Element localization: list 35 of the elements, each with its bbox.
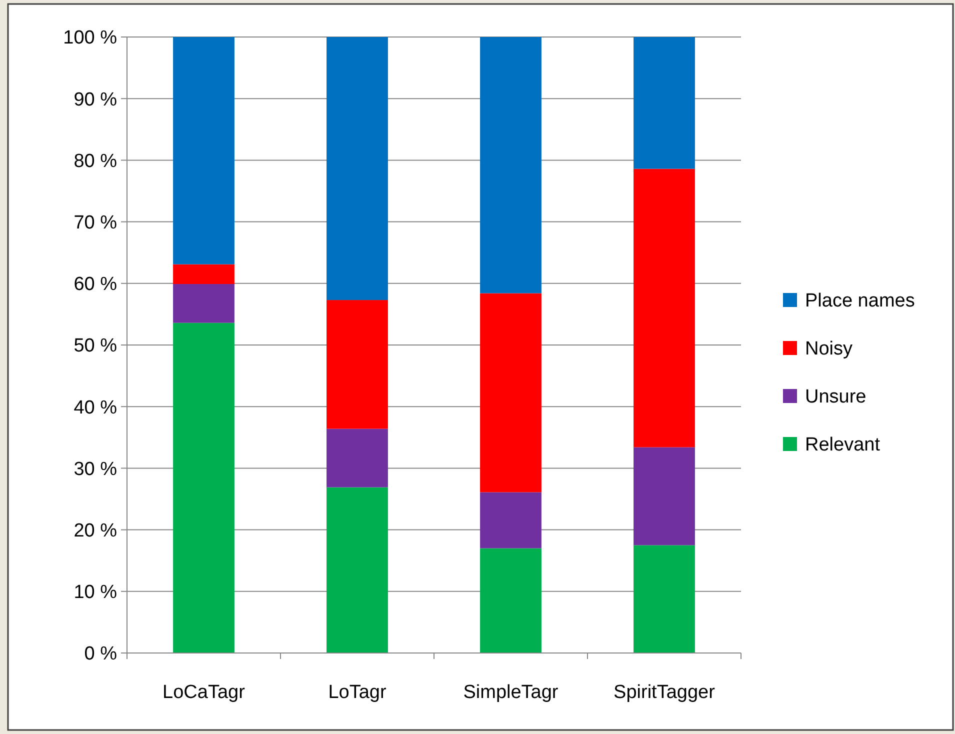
y-tick-label: 80 %	[74, 150, 118, 172]
bar	[326, 300, 388, 429]
bar	[480, 492, 542, 548]
x-tick-label: LoCaTagr	[162, 682, 246, 703]
bar	[326, 37, 388, 300]
bar	[173, 322, 234, 653]
y-tick-label: 70 %	[74, 212, 118, 234]
bar	[326, 487, 388, 653]
bar	[480, 548, 542, 653]
y-tick-label: 40 %	[74, 397, 118, 418]
bar	[480, 37, 542, 294]
y-tick-label: 100 %	[63, 28, 118, 49]
bar	[326, 428, 388, 488]
y-tick-label: 30 %	[74, 458, 118, 480]
bar	[634, 447, 695, 546]
x-tick-label: LoTagr	[328, 682, 387, 703]
bar	[173, 37, 234, 264]
bar	[173, 284, 234, 323]
bar	[634, 168, 695, 448]
legend-label: Place names	[805, 290, 915, 312]
y-tick-label: 0 %	[84, 644, 118, 665]
y-tick-label: 10 %	[74, 582, 118, 604]
legend-label: Unsure	[805, 386, 866, 408]
bar	[634, 37, 695, 169]
bar	[480, 293, 542, 492]
legend-label: Relevant	[805, 434, 881, 456]
x-tick-label: SpiritTagger	[614, 682, 716, 703]
x-tick-label: SimpleTagr	[463, 682, 559, 703]
y-tick-label: 60 %	[74, 274, 118, 296]
bar	[634, 545, 695, 653]
y-tick-label: 90 %	[74, 89, 118, 110]
bar	[173, 264, 234, 284]
y-tick-label: 50 %	[74, 336, 118, 357]
legend-label: Noisy	[805, 338, 854, 360]
y-tick-label: 20 %	[74, 520, 118, 542]
